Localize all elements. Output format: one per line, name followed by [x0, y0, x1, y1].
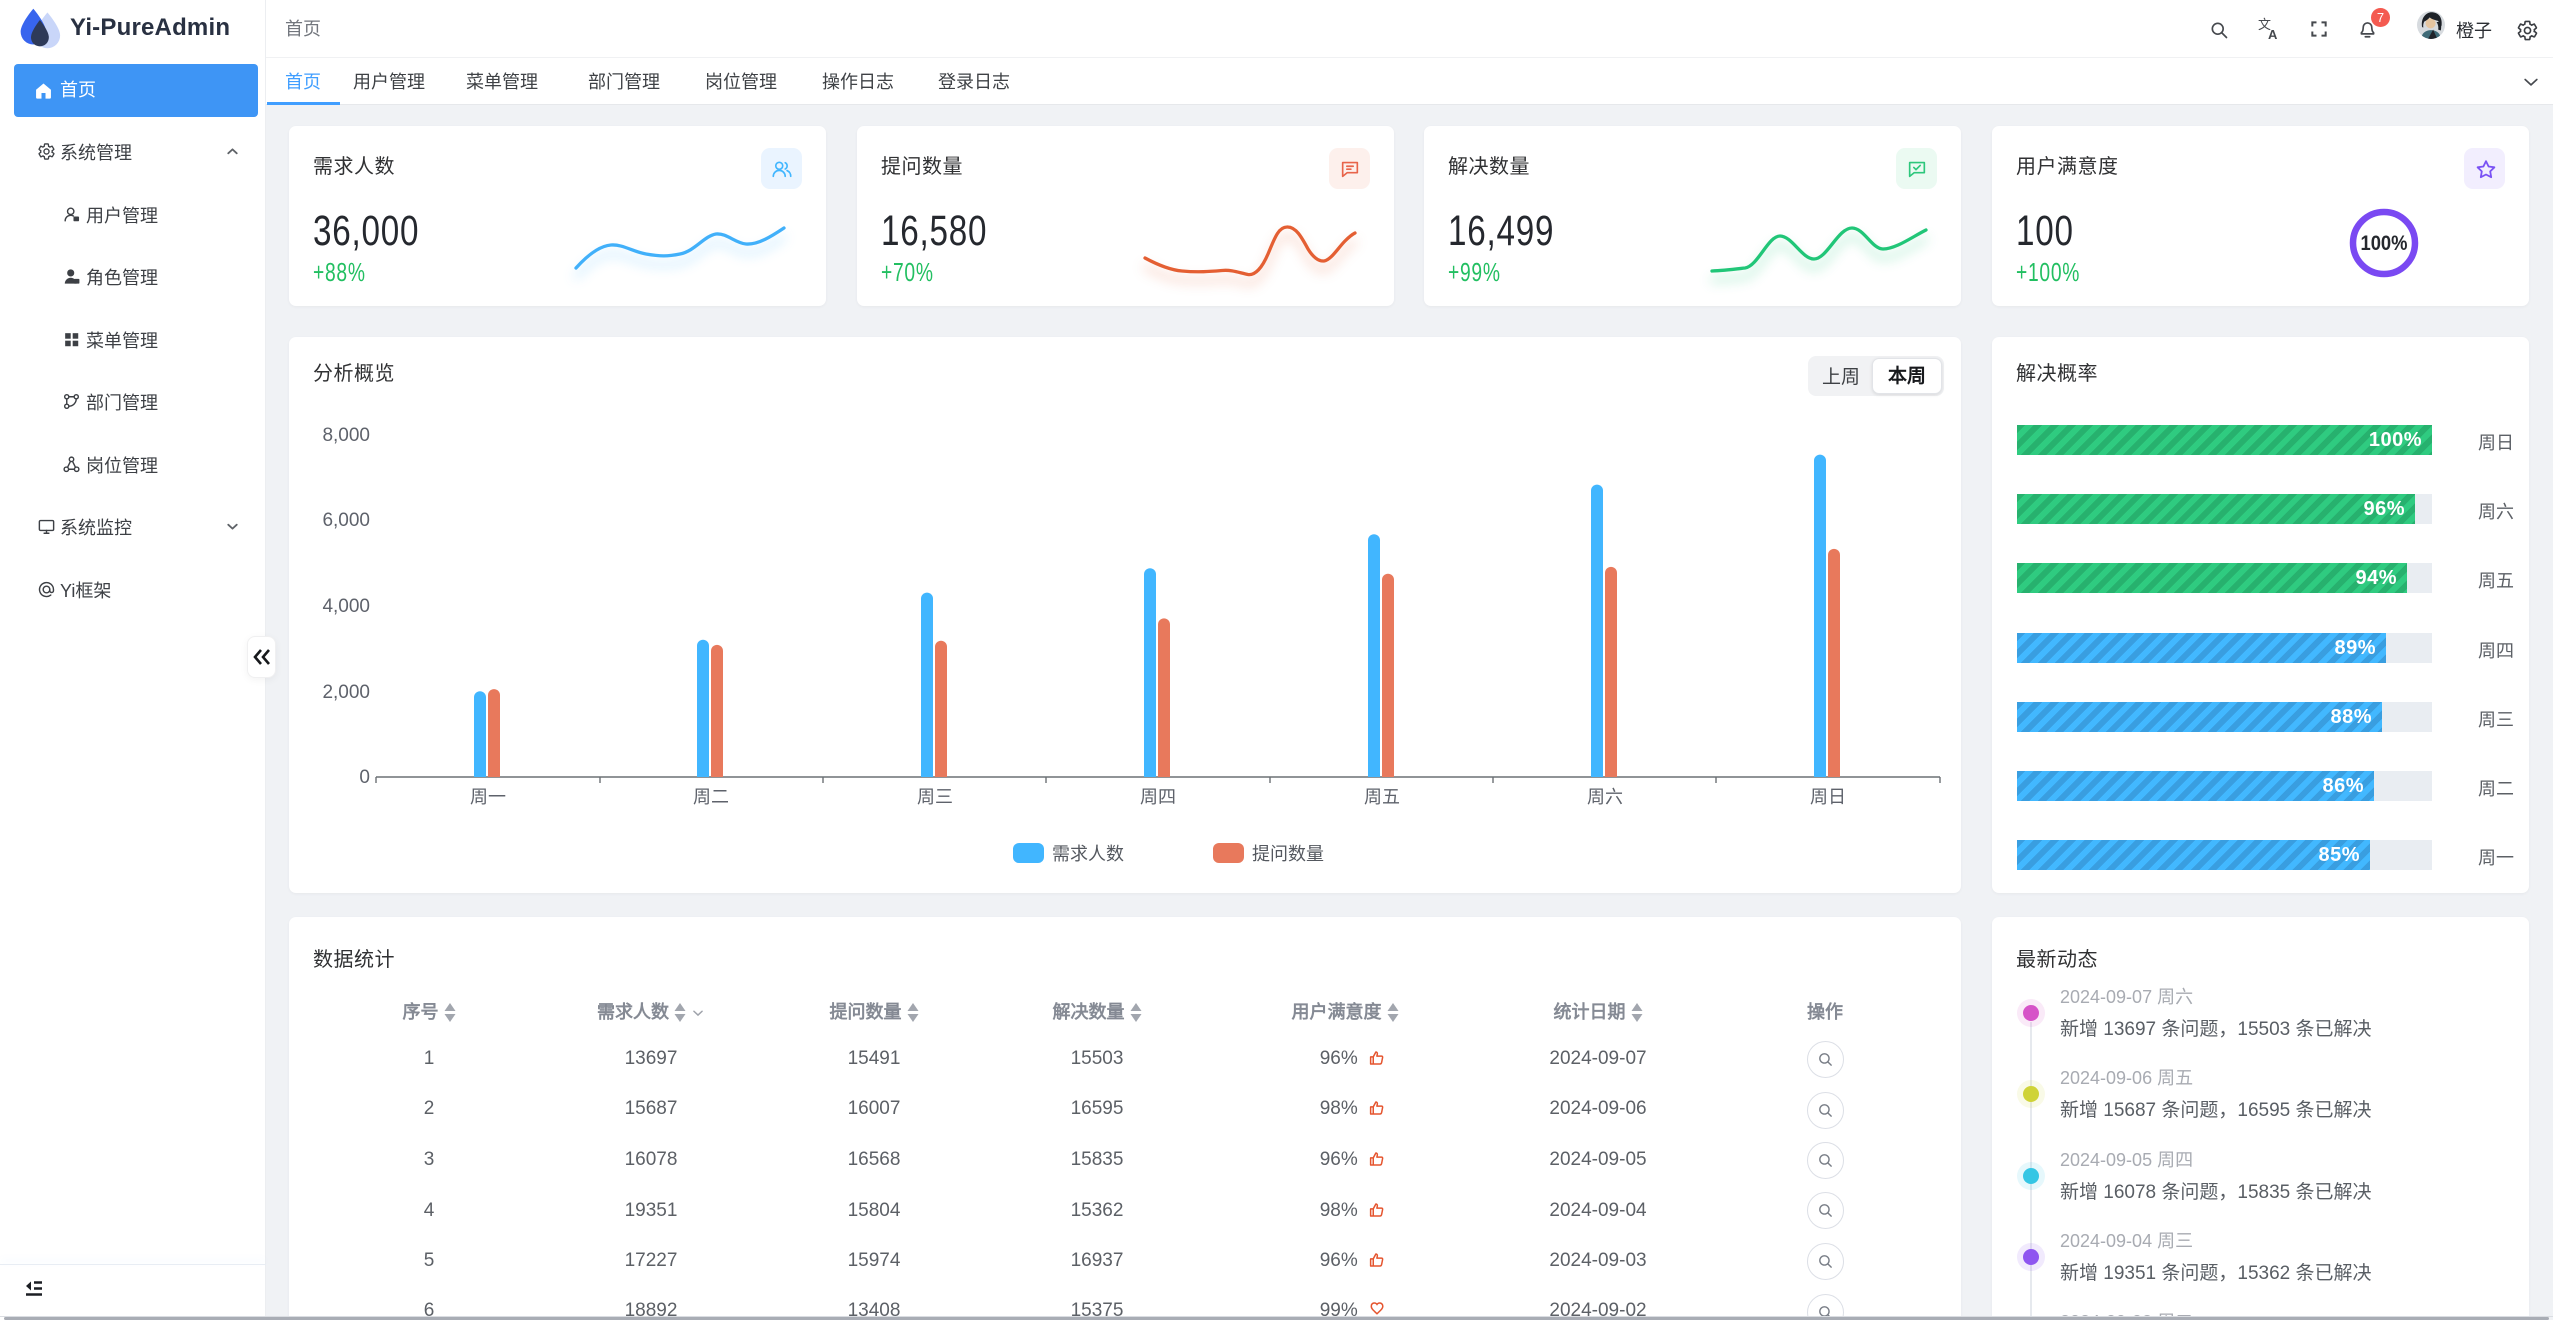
svg-text:周六: 周六 — [1587, 783, 1623, 809]
svg-text:0: 0 — [359, 767, 370, 788]
svg-text:文: 文 — [2258, 17, 2271, 33]
svg-text:周日: 周日 — [1810, 783, 1846, 809]
svg-text:需求人数: 需求人数 — [1052, 840, 1124, 866]
svg-text:100%: 100% — [2361, 232, 2408, 255]
svg-text:周二: 周二 — [693, 783, 729, 809]
svg-text:周四: 周四 — [1140, 783, 1176, 809]
svg-text:周三: 周三 — [917, 783, 953, 809]
svg-text:A: A — [2268, 27, 2278, 41]
svg-text:4,000: 4,000 — [322, 596, 370, 617]
svg-text:6,000: 6,000 — [322, 510, 370, 531]
svg-text:周一: 周一 — [470, 783, 506, 809]
svg-text:8,000: 8,000 — [322, 425, 370, 446]
svg-text:提问数量: 提问数量 — [1252, 840, 1324, 866]
svg-text:周五: 周五 — [1364, 783, 1400, 809]
svg-text:2,000: 2,000 — [322, 682, 370, 703]
